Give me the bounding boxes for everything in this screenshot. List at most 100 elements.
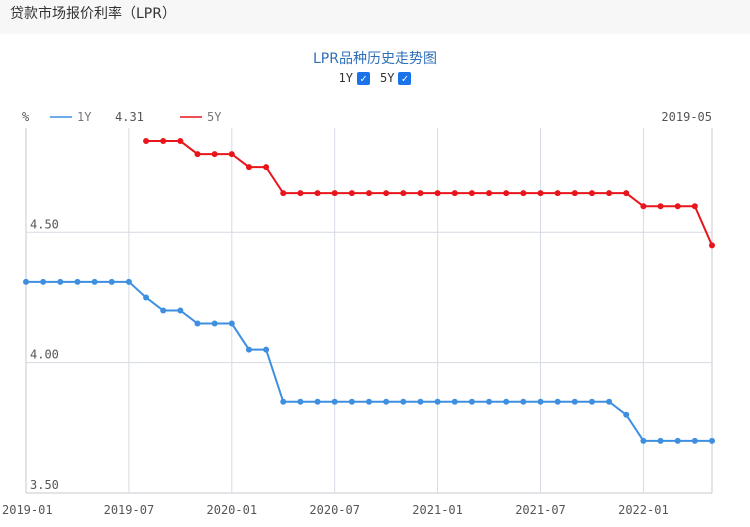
series-line-5y [146,140,713,246]
x-tick-label: 2022-01 [618,503,669,517]
data-point-5y [245,164,252,171]
grid [25,128,713,494]
data-point-5y [366,190,372,197]
data-point-1y [194,320,201,327]
data-point-5y [503,190,510,197]
data-point-1y [57,278,64,285]
toggle-1y[interactable]: 1Y ✓ [339,71,370,85]
data-point-5y [537,190,544,197]
y-tick-label: 4.50 [30,217,59,231]
data-point-1y [709,437,715,444]
toggle-5y-label: 5Y [380,71,395,85]
data-point-1y [23,278,29,285]
data-point-1y [606,398,613,405]
data-point-1y [486,398,493,405]
data-point-1y [520,398,527,405]
data-point-1y [674,437,681,444]
x-tick-label: 2020-07 [309,503,360,517]
y-unit-label: % [22,110,30,124]
data-point-1y [280,398,287,405]
data-point-1y [263,346,270,353]
x-tick-label: 2019-01 [2,503,53,517]
data-point-5y [194,151,201,158]
data-point-1y [623,411,630,418]
data-point-1y [434,398,441,405]
y-axis-ticks: 3.50 4.00 4.50 [30,217,59,492]
data-point-5y [263,164,270,171]
cursor-date-label: 2019-05 [661,110,712,124]
data-point-5y [211,151,218,158]
data-point-5y [280,190,287,197]
checkbox-checked-icon[interactable]: ✓ [357,71,370,85]
data-point-5y [228,151,235,158]
data-point-1y [366,398,372,405]
x-tick-label: 2019-07 [104,503,155,517]
data-point-1y [125,278,132,285]
data-point-1y [348,398,355,405]
x-axis-ticks: 2019-01 2019-07 2020-01 2020-07 2021-01 2021-… [2,503,669,517]
data-point-5y [588,190,595,197]
data-point-1y [40,278,47,285]
data-point-1y [383,398,390,405]
data-point-1y [228,320,235,327]
data-point-5y [691,203,698,210]
data-point-1y [657,437,664,444]
data-point-5y [451,190,458,197]
data-point-5y [348,190,355,197]
data-point-1y [314,398,321,405]
y-tick-label: 3.50 [30,478,59,492]
data-point-1y [468,398,475,405]
header-bar [0,0,750,34]
data-point-1y [640,437,647,444]
data-point-1y [537,398,544,405]
x-tick-label: 2020-01 [207,503,258,517]
series-points [23,138,715,444]
data-point-1y [143,294,150,301]
data-point-5y [468,190,475,197]
data-point-1y [503,398,510,405]
data-point-5y [520,190,527,197]
data-point-5y [160,138,167,145]
legend-5y-label: 5Y [207,110,222,124]
data-point-5y [486,190,493,197]
data-point-5y [383,190,390,197]
data-point-1y [108,278,115,285]
data-point-1y [74,278,81,285]
y-tick-label: 4.00 [30,348,59,362]
data-point-1y [588,398,595,405]
data-point-5y [674,203,681,210]
data-point-1y [571,398,578,405]
legend-1y-label: 1Y [77,110,92,124]
page-title: 贷款市场报价利率（LPR） [10,6,176,22]
data-point-1y [91,278,98,285]
data-point-5y [657,203,664,210]
toggle-1y-label: 1Y [338,71,353,85]
data-point-1y [400,398,407,405]
data-point-5y [434,190,441,197]
data-point-5y [143,138,150,145]
data-point-1y [177,307,184,314]
data-point-5y [417,190,424,197]
data-point-1y [691,437,698,444]
x-tick-label: 2021-07 [515,503,566,517]
data-point-1y [554,398,561,405]
data-point-5y [177,138,184,145]
x-tick-label: 2021-01 [412,503,463,517]
checkbox-checked-icon[interactable]: ✓ [398,71,412,85]
data-point-5y [554,190,561,197]
data-point-5y [640,203,647,210]
data-point-5y [709,242,715,249]
chart-title: LPR品种历史走势图 [313,51,437,67]
toggle-5y[interactable]: 5Y ✓ [380,71,412,85]
data-point-1y [451,398,458,405]
data-point-1y [211,320,218,327]
data-point-5y [297,190,304,197]
legend: 1Y 4.31 5Y 2019-05 [50,110,712,124]
legend-1y-value: 4.31 [115,110,144,124]
data-point-5y [571,190,578,197]
data-point-5y [400,190,407,197]
data-point-1y [297,398,304,405]
data-point-5y [331,190,338,197]
data-point-5y [314,190,321,197]
